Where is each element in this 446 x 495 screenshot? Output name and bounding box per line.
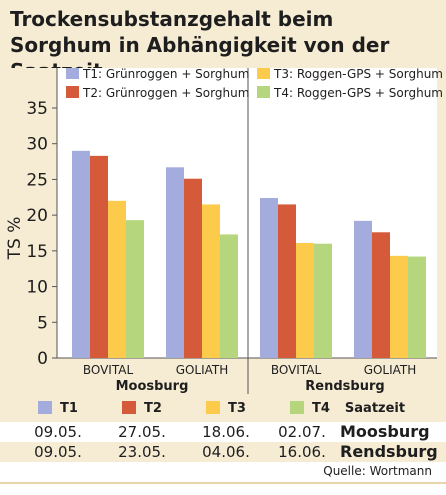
bar-1-4 xyxy=(354,220,372,358)
bar-4-3 xyxy=(314,243,332,358)
y-tick-label: 10 xyxy=(26,278,48,298)
t3-swatch xyxy=(206,401,221,414)
date-cell: 09.05. xyxy=(34,443,82,461)
y-tick-label: 5 xyxy=(37,313,48,333)
bar-3-3 xyxy=(296,243,314,358)
legend-swatch xyxy=(257,68,270,79)
y-tick-label: 15 xyxy=(26,242,48,262)
t2-swatch xyxy=(122,401,137,414)
t4-swatch xyxy=(290,401,305,414)
t3-label: T3 xyxy=(228,401,246,416)
date-cell: 16.06. xyxy=(278,443,326,461)
bar-1-1 xyxy=(72,150,90,358)
legend-label: T3: Roggen-GPS + Sorghum xyxy=(273,68,443,81)
legend-swatch xyxy=(66,86,79,98)
date-cell: 09.05. xyxy=(34,423,82,441)
location-cell: Rendsburg xyxy=(340,442,438,461)
y-tick-label: 20 xyxy=(26,206,48,226)
x-tick-label: BOVITAL xyxy=(271,363,322,377)
y-tick-label: 25 xyxy=(26,170,48,190)
legend-swatch xyxy=(66,68,79,79)
table-legend-t4: T4 xyxy=(280,396,340,422)
bar-4-2 xyxy=(220,234,238,358)
chart-title: Trockensubstanzgehalt beim Sorghum in Ab… xyxy=(10,7,390,83)
legend-label: T4: Roggen-GPS + Sorghum xyxy=(273,86,443,100)
saatzeit-header: Saatzeit xyxy=(344,401,406,416)
date-cell: 02.07. xyxy=(278,423,326,441)
title-banner: Trockensubstanzgehalt beim Sorghum in Ab… xyxy=(0,0,446,83)
y-axis-title: TS % xyxy=(5,217,25,261)
bar-3-4 xyxy=(390,255,408,358)
table-legend-t1: T1 xyxy=(28,396,88,422)
x-tick-label: BOVITAL xyxy=(83,363,134,377)
bar-4-1 xyxy=(126,220,144,358)
table-row-rendsburg: 09.05. 23.05. 04.06. 16.06. Rendsburg xyxy=(0,442,446,462)
sorghum-bar-chart: 0 5 10 15 20 25 30 35 TS % T1: Grünroggen + Sorgh… xyxy=(5,68,443,394)
location-label: Rendsburg xyxy=(305,379,384,394)
location-cell: Moosburg xyxy=(340,422,430,441)
table-row-moosburg: 09.05. 27.05. 18.06. 02.07. Moosburg xyxy=(0,422,446,442)
bar-4-4 xyxy=(408,256,426,358)
date-cell: 18.06. xyxy=(202,423,250,441)
x-tick-label: GOLIATH xyxy=(176,363,229,377)
sowing-date-table: T1 T2 T3 T4 Saatzeit 09.05. 27.05. 18.06… xyxy=(0,396,446,495)
source-credit: Quelle: Wortmann xyxy=(323,464,432,478)
bar-3-1 xyxy=(108,200,126,358)
bar-2-2 xyxy=(184,178,202,358)
x-tick-label: GOLIATH xyxy=(364,363,417,377)
t4-label: T4 xyxy=(312,401,330,416)
t1-swatch xyxy=(38,401,53,414)
bar-2-4 xyxy=(372,232,390,358)
date-cell: 27.05. xyxy=(118,423,166,441)
bar-2-3 xyxy=(278,204,296,358)
date-cell: 04.06. xyxy=(202,443,250,461)
bar-1-3 xyxy=(260,198,278,358)
legend-swatch xyxy=(257,86,270,98)
location-label: Moosburg xyxy=(116,379,189,394)
date-cell: 23.05. xyxy=(118,443,166,461)
y-tick-label: 0 xyxy=(37,349,48,369)
t1-label: T1 xyxy=(60,401,78,416)
bar-2-1 xyxy=(90,155,108,358)
source-row: Quelle: Wortmann xyxy=(0,462,446,484)
t2-label: T2 xyxy=(144,401,162,416)
legend-label: T1: Grünroggen + Sorghum xyxy=(82,68,249,81)
y-tick-label: 35 xyxy=(26,99,48,119)
legend-label: T2: Grünroggen + Sorghum xyxy=(82,86,249,100)
table-legend-t3: T3 xyxy=(196,396,256,422)
table-legend-t2: T2 xyxy=(112,396,172,422)
bar-1-2 xyxy=(166,167,184,358)
bar-3-2 xyxy=(202,204,220,358)
y-tick-label: 30 xyxy=(26,135,48,155)
table-legend-row: T1 T2 T3 T4 Saatzeit xyxy=(0,396,446,422)
bottom-rule xyxy=(0,482,446,484)
